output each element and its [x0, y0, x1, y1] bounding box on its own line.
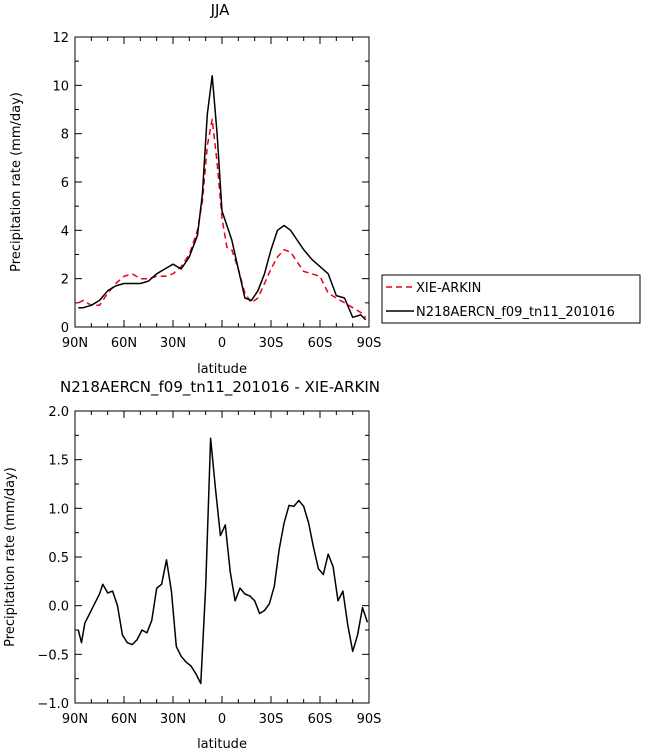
- y-tick-label: −1.0: [37, 697, 69, 712]
- y-tick-label: 0: [61, 321, 69, 336]
- x-tick-label: 90N: [62, 712, 88, 727]
- chart-top-y-axis-label: Precipitation rate (mm/day): [9, 92, 24, 272]
- chart-bottom-series: [77, 437, 369, 685]
- x-tick-label: 0: [218, 336, 226, 351]
- y-tick-label: 4: [61, 224, 69, 239]
- y-tick-label: 1.5: [48, 454, 69, 469]
- chart-top-title: JJA: [210, 1, 231, 19]
- x-tick-label: 60N: [111, 336, 137, 351]
- x-tick-label: 30N: [160, 336, 186, 351]
- y-tick-label: −0.5: [37, 648, 69, 663]
- chart-top-plot-frame: [74, 36, 370, 328]
- x-tick-label: 30N: [160, 712, 186, 727]
- legend-label-model: N218AERCN_f09_tn11_201016: [416, 305, 615, 320]
- y-tick-label: 1.0: [48, 502, 69, 517]
- y-tick-label: 2: [61, 273, 69, 288]
- x-tick-label: 90N: [62, 336, 88, 351]
- chart-bottom-x-ticks: 90N 60N 30N 0 30S 60S 90S: [62, 411, 382, 727]
- chart-bottom-series-line-0: [77, 437, 369, 685]
- x-tick-label: 60S: [308, 336, 333, 351]
- chart-top-x-axis-label: latitude: [197, 362, 247, 377]
- chart-bottom-y-axis-label: Precipitation rate (mm/day): [3, 467, 18, 647]
- chart-top-series-line-1: [78, 74, 367, 321]
- x-tick-label: 30S: [259, 712, 284, 727]
- x-tick-label: 60N: [111, 712, 137, 727]
- x-tick-label: 90S: [357, 336, 382, 351]
- y-tick-label: 6: [61, 176, 69, 191]
- legend-box: [381, 274, 641, 324]
- chart-top-series: [77, 74, 367, 321]
- y-tick-label: 2.0: [48, 405, 69, 420]
- chart-top-legend: XIE-ARKIN N218AERCN_f09_tn11_201016: [381, 274, 641, 324]
- chart-top-x-ticks: 90N 60N 30N 0 30S 60S 90S: [62, 37, 382, 351]
- y-tick-label: 8: [61, 128, 69, 143]
- chart-bottom-plot-frame: [74, 410, 370, 704]
- chart-bottom-title: N218AERCN_f09_tn11_201016 - XIE-ARKIN: [60, 378, 380, 397]
- x-tick-label: 60S: [308, 712, 333, 727]
- legend-label-xie-arkin: XIE-ARKIN: [416, 281, 481, 296]
- x-tick-label: 0: [218, 712, 226, 727]
- x-tick-label: 90S: [357, 712, 382, 727]
- y-tick-label: 0.5: [48, 551, 69, 566]
- chart-top-series-line-0: [77, 118, 367, 318]
- x-tick-label: 30S: [259, 336, 284, 351]
- chart-top-y-ticks: 0 2 4 6 8 10 12: [52, 31, 369, 336]
- chart-bottom-y-ticks: −1.0 −0.5 0.0 0.5 1.0 1.5 2.0: [37, 405, 369, 712]
- chart-top: JJA 90N 60N 30N 0 30S 60S 90S 0 2 4 6 8 10 12 latitu…: [9, 1, 381, 377]
- chart-bottom-x-axis-label: latitude: [197, 737, 247, 752]
- y-tick-label: 12: [52, 31, 69, 46]
- y-tick-label: 0.0: [48, 600, 69, 615]
- chart-bottom: N218AERCN_f09_tn11_201016 - XIE-ARKIN 90…: [3, 378, 381, 752]
- y-tick-label: 10: [52, 79, 69, 94]
